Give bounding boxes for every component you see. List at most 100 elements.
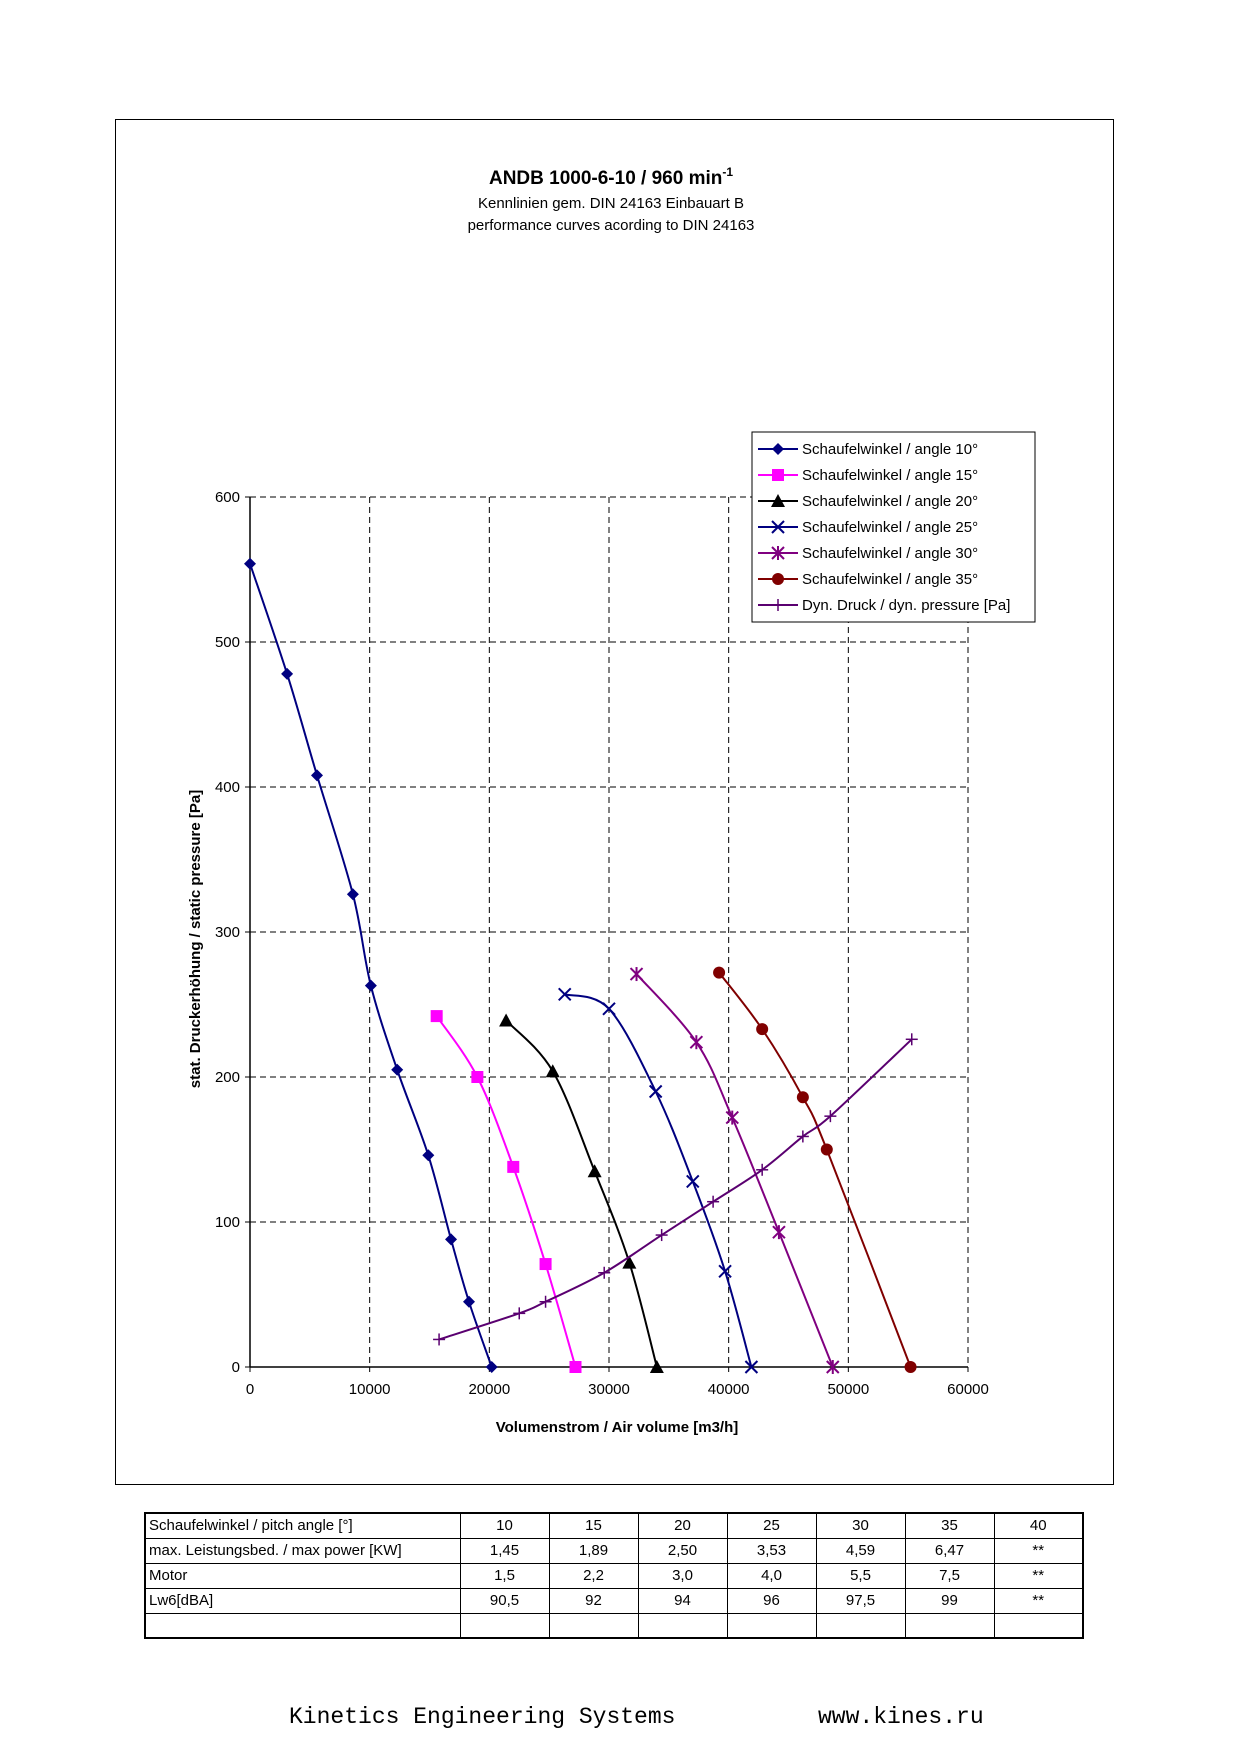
series-line-3 <box>564 993 753 1368</box>
series-3-point-0 <box>558 987 572 1002</box>
series-0-point-8 <box>462 1295 475 1308</box>
axes: 0 100 200 300 400 500 600 0 10000 20000 30000 40000… <box>215 489 989 1398</box>
legend-marker-2 <box>771 494 785 507</box>
y-tick-label-0: 0 <box>232 1359 240 1376</box>
series-5-point-2 <box>796 1091 809 1104</box>
table-cell: 3,53 <box>726 1537 817 1564</box>
series-6-point-8 <box>824 1110 837 1123</box>
table-cell: 15 <box>548 1512 639 1539</box>
series-3-point-2 <box>648 1084 663 1099</box>
legend-entry-3: Schaufelwinkel / angle 25° <box>758 519 978 536</box>
series-1-point-3 <box>539 1258 552 1271</box>
table-row-label: Lw6[dBA] <box>144 1587 461 1614</box>
series-3-point-3 <box>686 1174 700 1189</box>
table-cell: 7,5 <box>904 1562 995 1589</box>
table-cell: 94 <box>637 1587 728 1614</box>
legend-entry-5: Schaufelwinkel / angle 35° <box>758 571 978 588</box>
y-tick-label-400: 400 <box>215 779 240 796</box>
legend-label-3: Schaufelwinkel / angle 25° <box>802 519 978 536</box>
legend-entry-2: Schaufelwinkel / angle 20° <box>758 493 978 510</box>
series-2-point-2 <box>587 1164 602 1178</box>
table-cell: 96 <box>726 1587 817 1614</box>
table-cell <box>815 1612 906 1639</box>
table-cell: 2,2 <box>548 1562 639 1589</box>
series-2-point-1 <box>545 1064 560 1078</box>
table-cell <box>993 1612 1084 1639</box>
series-5-point-0 <box>713 966 726 979</box>
series-6-point-9 <box>905 1033 918 1046</box>
chart-subtitle-line-1: Kennlinien gem. DIN 24163 Einbauart B <box>478 195 744 212</box>
table-cell: ** <box>993 1562 1084 1589</box>
table-row-label: max. Leistungsbed. / max power [KW] <box>144 1537 461 1564</box>
table-row: Schaufelwinkel / pitch angle [°] 10 15 20 25… <box>144 1512 1084 1539</box>
legend-entry-0: Schaufelwinkel / angle 10° <box>758 441 978 458</box>
table-cell: 20 <box>637 1512 728 1539</box>
table-cell: ** <box>993 1537 1084 1564</box>
legend-label-1: Schaufelwinkel / angle 15° <box>802 467 978 484</box>
y-tick-label-600: 600 <box>215 489 240 506</box>
series-0-point-2 <box>311 769 324 782</box>
series-5-point-1 <box>756 1023 769 1036</box>
series-line-6 <box>438 1038 913 1341</box>
spec-table: Schaufelwinkel / pitch angle [°] 10 15 20 25… <box>144 1512 1084 1639</box>
series-3-point-5 <box>744 1360 759 1374</box>
chart-frame: ANDB 1000-6-10 / 960 min-1 Kennlinien ge… <box>115 119 1114 1485</box>
table-cell: 97,5 <box>815 1587 906 1614</box>
series-6-point-3 <box>598 1266 611 1279</box>
table-cell: 25 <box>726 1512 817 1539</box>
table-cell: 92 <box>548 1587 639 1614</box>
table-cell: 6,47 <box>904 1537 995 1564</box>
performance-chart: ANDB 1000-6-10 / 960 min-1 Kennlinien ge… <box>187 165 1036 1436</box>
legend-label-0: Schaufelwinkel / angle 10° <box>802 441 978 458</box>
series-line-4 <box>635 973 834 1368</box>
series-6-point-4 <box>655 1229 668 1242</box>
legend-marker-3 <box>771 520 785 534</box>
footer-company: Kinetics Engineering Systems <box>289 1704 676 1730</box>
table-cell: 5,5 <box>815 1562 906 1589</box>
chart-title-main: ANDB 1000-6-10 / 960 min <box>489 168 722 189</box>
series-0-point-0 <box>244 557 256 570</box>
table-cell: 4,0 <box>726 1562 817 1589</box>
x-tick-label-40000: 40000 <box>708 1381 750 1398</box>
series-6-point-2 <box>539 1295 552 1308</box>
series-0-point-4 <box>364 979 377 992</box>
series-0-point-7 <box>445 1233 458 1246</box>
table-cell <box>637 1612 728 1639</box>
table-row <box>144 1612 1084 1639</box>
series-1-point-0 <box>430 1010 443 1023</box>
series-6-point-5 <box>707 1195 720 1208</box>
legend-label-6: Dyn. Druck / dyn. pressure [Pa] <box>802 597 1010 614</box>
table-row-label <box>144 1612 461 1639</box>
series-1-point-2 <box>507 1160 520 1173</box>
table-cell: 1,45 <box>459 1537 550 1564</box>
legend-label-2: Schaufelwinkel / angle 20° <box>802 493 978 510</box>
legend-entry-1: Schaufelwinkel / angle 15° <box>758 467 978 484</box>
table-cell: 35 <box>904 1512 995 1539</box>
series-4-point-3 <box>772 1225 786 1240</box>
legend-box <box>751 431 1036 623</box>
series-5 <box>713 966 917 1373</box>
table-cell <box>904 1612 995 1639</box>
series-line-0 <box>249 563 493 1368</box>
footer-url: www.kines.ru <box>818 1704 984 1730</box>
series-3 <box>558 987 759 1374</box>
x-axis-label: Volumenstrom / Air volume [m3/h] <box>496 1419 739 1436</box>
series-4-point-4 <box>826 1360 840 1374</box>
table-cell: 1,5 <box>459 1562 550 1589</box>
series-layer <box>244 557 918 1374</box>
x-tick-label-50000: 50000 <box>827 1381 869 1398</box>
series-line-2 <box>505 1019 658 1368</box>
series-1-point-4 <box>569 1361 582 1373</box>
table-cell <box>459 1612 550 1639</box>
series-0 <box>244 557 498 1373</box>
legend-label-4: Schaufelwinkel / angle 30° <box>802 545 978 562</box>
series-2-point-3 <box>622 1255 637 1269</box>
y-tick-label-200: 200 <box>215 1069 240 1086</box>
table-cell: 4,59 <box>815 1537 906 1564</box>
table-cell: 1,89 <box>548 1537 639 1564</box>
legend-marker-1 <box>772 469 784 481</box>
legend: Schaufelwinkel / angle 10° Schaufelwinkel… <box>751 431 1036 623</box>
series-1-point-1 <box>471 1071 484 1083</box>
legend-marker-6 <box>772 599 784 611</box>
table-cell: 2,50 <box>637 1537 728 1564</box>
